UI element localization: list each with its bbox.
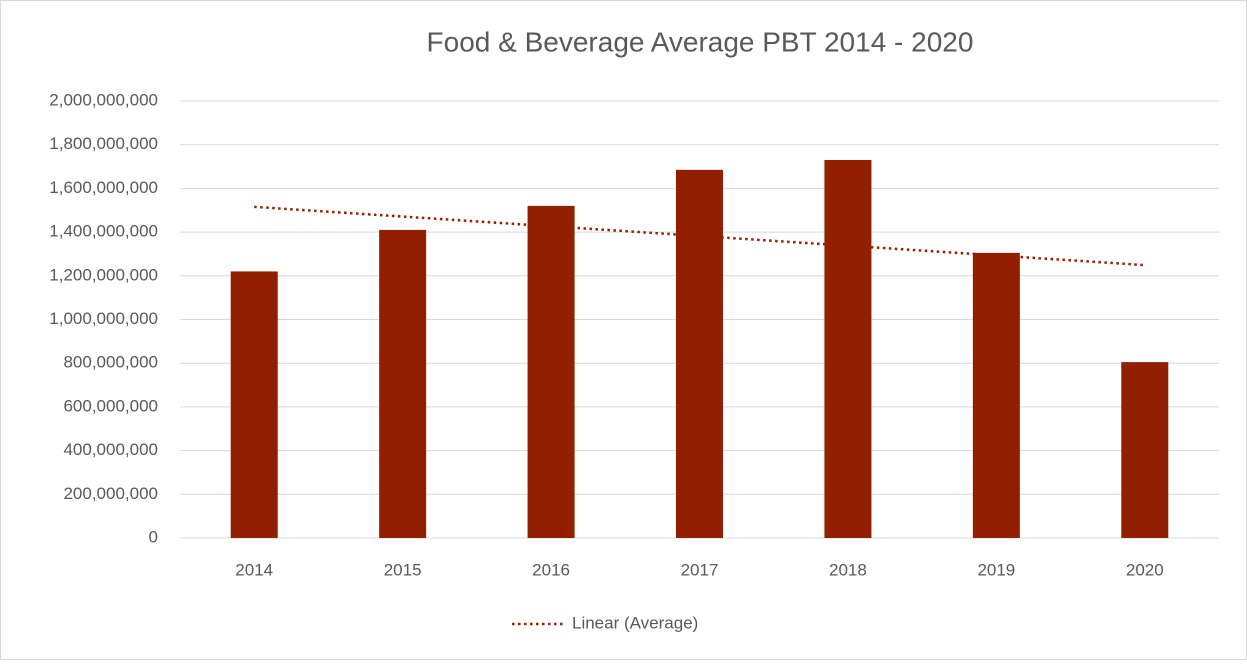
- y-tick-label: 200,000,000: [63, 484, 158, 503]
- x-tick-label: 2020: [1126, 560, 1164, 579]
- y-tick-label: 0: [149, 527, 158, 546]
- bar: [972, 252, 1020, 539]
- bar: [379, 229, 427, 539]
- trendline: [254, 205, 1145, 267]
- y-tick-label: 400,000,000: [63, 440, 158, 459]
- x-tick-label: 2018: [829, 560, 867, 579]
- bar: [676, 169, 723, 538]
- y-tick-label: 1,800,000,000: [49, 134, 158, 153]
- x-tick-label: 2016: [532, 560, 570, 579]
- bar: [230, 271, 278, 538]
- x-tick-label: 2019: [977, 560, 1015, 579]
- bar: [527, 205, 575, 538]
- bar: [824, 159, 872, 538]
- chart-title: Food & Beverage Average PBT 2014 - 2020: [427, 26, 974, 57]
- y-tick-label: 800,000,000: [63, 353, 158, 372]
- x-tick-label: 2015: [384, 560, 422, 579]
- x-tick-label: 2017: [681, 560, 719, 579]
- y-tick-label: 1,200,000,000: [49, 265, 158, 284]
- y-tick-label: 600,000,000: [63, 396, 158, 415]
- y-tick-label: 2,000,000,000: [49, 90, 158, 109]
- legend-label: Linear (Average): [572, 613, 698, 632]
- bar: [1121, 362, 1169, 538]
- y-tick-label: 1,600,000,000: [49, 178, 158, 197]
- y-tick-label: 1,400,000,000: [49, 222, 158, 241]
- x-tick-label: 2014: [235, 560, 273, 579]
- y-tick-label: 1,000,000,000: [49, 309, 158, 328]
